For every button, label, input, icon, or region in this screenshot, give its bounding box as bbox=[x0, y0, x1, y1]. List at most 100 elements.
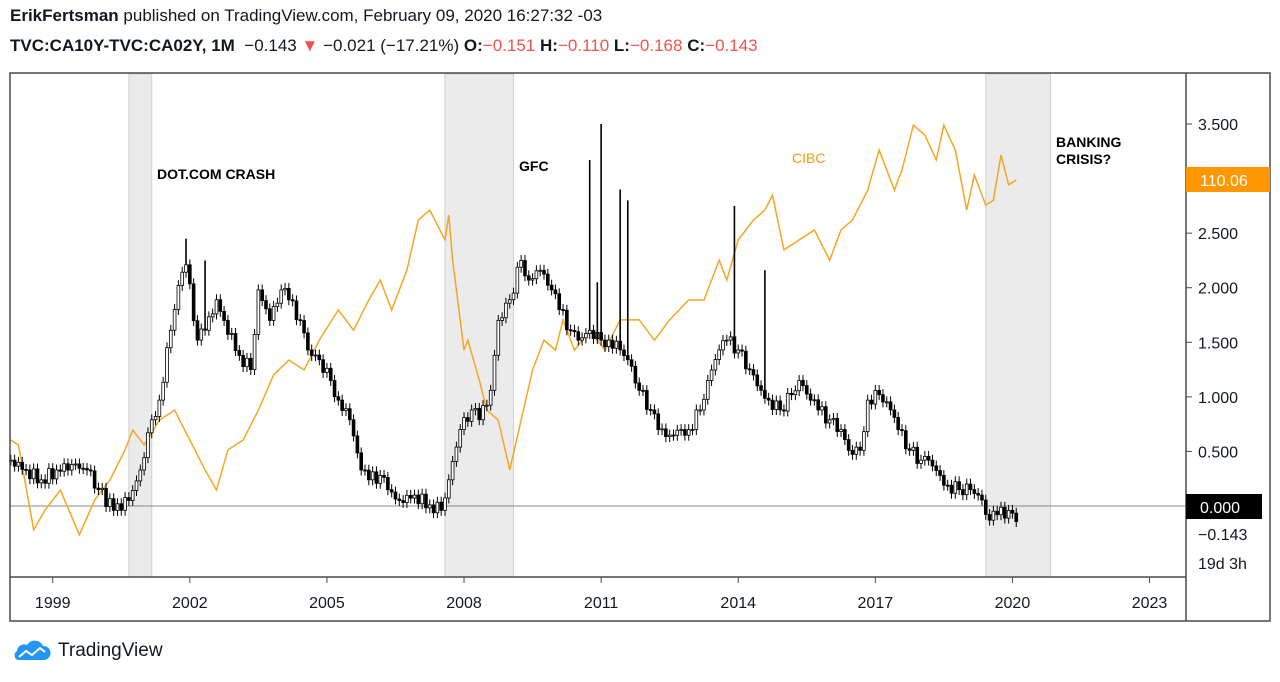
spread-candle bbox=[747, 363, 752, 376]
annotation-banking-crisis[interactable]: BANKING CRISIS? bbox=[1056, 134, 1121, 167]
spread-candle bbox=[964, 478, 969, 501]
y-tick-label: 2.500 bbox=[1198, 226, 1238, 243]
spread-candle bbox=[865, 394, 870, 438]
spread-candle bbox=[686, 424, 691, 441]
spread-candle bbox=[161, 376, 165, 406]
spread-candle bbox=[645, 385, 649, 415]
spread-candle bbox=[519, 254, 523, 273]
spread-candle bbox=[165, 342, 169, 388]
spread-candle bbox=[62, 458, 66, 477]
x-tick-label: 2011 bbox=[584, 595, 619, 612]
spread-candle bbox=[119, 498, 124, 516]
annotation-dotcom[interactable]: DOT.COM CRASH bbox=[157, 166, 275, 182]
spread-candle bbox=[473, 402, 478, 416]
spread-candle bbox=[157, 394, 162, 422]
spread-candle bbox=[610, 334, 615, 354]
spread-candle bbox=[340, 394, 344, 416]
tradingview-cloud-icon bbox=[14, 640, 51, 660]
spread-candle bbox=[629, 354, 634, 372]
zero-price-label-bg bbox=[1186, 494, 1262, 519]
spread-candle bbox=[268, 303, 272, 326]
spread-candle bbox=[195, 315, 200, 346]
high-label: H: bbox=[540, 36, 558, 55]
spread-candle bbox=[35, 463, 40, 489]
spread-candle bbox=[797, 375, 801, 397]
spread-candle bbox=[919, 454, 923, 469]
spread-candle bbox=[290, 294, 295, 307]
close-label: C: bbox=[687, 36, 706, 55]
spread-candle bbox=[283, 282, 287, 296]
spread-candle bbox=[903, 425, 908, 455]
spread-candle bbox=[972, 484, 977, 499]
spread-candle bbox=[835, 412, 840, 437]
spread-candle bbox=[130, 485, 135, 506]
spread-candle bbox=[572, 324, 577, 338]
spread-candle bbox=[591, 324, 596, 345]
spread-candle bbox=[264, 295, 268, 315]
spread-candle bbox=[245, 352, 249, 373]
spread-candle bbox=[39, 474, 44, 489]
spread-candle bbox=[820, 401, 824, 416]
spread-candle bbox=[412, 489, 417, 504]
annotation-gfc[interactable]: GFC bbox=[519, 158, 549, 174]
spread-candle bbox=[804, 380, 809, 400]
spread-candle bbox=[317, 349, 322, 366]
tradingview-brand[interactable]: TradingView bbox=[10, 640, 163, 662]
spread-candle bbox=[580, 332, 584, 346]
spread-candle bbox=[660, 423, 664, 436]
spread-candle bbox=[237, 345, 242, 361]
spread-candle bbox=[355, 430, 360, 459]
spread-candle bbox=[900, 424, 904, 437]
spread-candle bbox=[995, 505, 999, 521]
spread-candle bbox=[812, 394, 817, 406]
spread-candle bbox=[294, 295, 299, 326]
open-label: O: bbox=[463, 36, 483, 55]
spread-candle bbox=[431, 499, 436, 519]
spread-candle bbox=[549, 279, 554, 296]
spread-candle bbox=[888, 396, 893, 416]
cibc-line[interactable] bbox=[10, 122, 1017, 537]
spread-candle bbox=[199, 323, 204, 346]
spread-candle bbox=[770, 394, 775, 415]
spread-candle bbox=[488, 384, 493, 411]
y-tick-label: 0.500 bbox=[1198, 444, 1238, 461]
spread-candle bbox=[47, 463, 51, 489]
spread-candle bbox=[557, 288, 562, 316]
spread-candle bbox=[287, 282, 291, 306]
spread-candle bbox=[980, 489, 984, 506]
spread-candle bbox=[568, 324, 573, 336]
spread-candle bbox=[77, 458, 82, 474]
spread-candle bbox=[961, 484, 965, 501]
symbol-name[interactable]: TVC:CA10Y-TVC:CA02Y, 1M bbox=[10, 36, 235, 55]
spread-candle bbox=[374, 466, 379, 489]
spread-candle bbox=[176, 280, 181, 315]
spread-candle bbox=[275, 297, 280, 312]
spread-candle bbox=[892, 404, 897, 423]
cibc-series-label[interactable]: CIBC bbox=[792, 150, 825, 166]
spread-candle bbox=[553, 284, 558, 300]
spread-candle bbox=[191, 278, 196, 327]
spread-candle bbox=[896, 411, 900, 436]
spread-candle bbox=[709, 364, 714, 386]
spread-candle bbox=[485, 399, 489, 412]
author-name[interactable]: ErikFertsman bbox=[10, 6, 119, 25]
spread-candle bbox=[884, 396, 889, 408]
high-value: −0.110 bbox=[557, 36, 610, 55]
spread-candle bbox=[81, 462, 85, 474]
spread-candle bbox=[111, 493, 116, 516]
spread-candle bbox=[469, 404, 474, 427]
spread-candle bbox=[968, 478, 973, 496]
spread-candle bbox=[325, 362, 329, 378]
spread-candle bbox=[671, 429, 676, 441]
spread-candle bbox=[652, 404, 657, 420]
spread-candle bbox=[207, 311, 211, 336]
spread-candle bbox=[755, 369, 760, 392]
spread-candle bbox=[759, 380, 763, 396]
spread-candle bbox=[73, 458, 78, 470]
spread-candle bbox=[393, 486, 398, 505]
spread-candle bbox=[915, 441, 920, 469]
spread-candle bbox=[256, 284, 261, 340]
spread-candle bbox=[92, 465, 97, 494]
spread-candle bbox=[146, 427, 150, 464]
